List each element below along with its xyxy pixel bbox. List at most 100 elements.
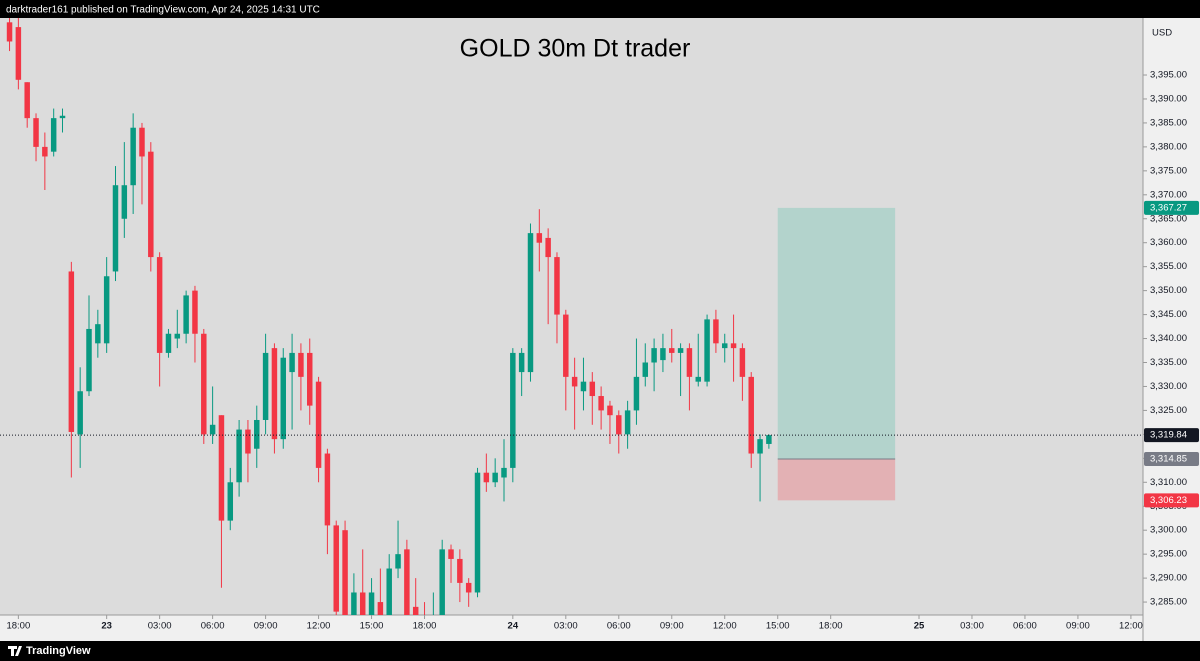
- y-tick-label: 3,285.00: [1150, 597, 1187, 608]
- x-tick-label: 18:00: [6, 621, 30, 632]
- candle-body: [368, 592, 375, 615]
- candle-body: [377, 602, 384, 615]
- candle-body: [359, 592, 366, 615]
- x-tick-label: 24: [508, 621, 519, 632]
- candle-body: [730, 343, 737, 349]
- y-tick-label: 3,375.00: [1150, 165, 1187, 176]
- candle-body: [165, 333, 172, 353]
- candle-body: [103, 276, 110, 344]
- header-bar: [0, 0, 1200, 18]
- candle-body: [412, 606, 419, 615]
- candle-body: [527, 233, 534, 373]
- candle-body: [766, 435, 772, 444]
- candle-body: [262, 352, 269, 420]
- x-tick-label: 03:00: [554, 621, 578, 632]
- candle-body: [686, 348, 693, 377]
- y-tick-label: 3,335.00: [1150, 357, 1187, 368]
- x-tick-label: 18:00: [413, 621, 437, 632]
- price-tag: [1144, 452, 1199, 467]
- y-tick-label: 3,350.00: [1150, 285, 1187, 296]
- x-tick-label: 12:00: [713, 621, 737, 632]
- candle-body: [510, 352, 516, 468]
- candle-body: [722, 343, 728, 349]
- candle-body: [589, 381, 596, 397]
- candle-body: [245, 429, 251, 454]
- y-tick-label: 3,355.00: [1150, 261, 1187, 272]
- candle-body: [156, 257, 163, 353]
- candle-body: [501, 467, 507, 478]
- candle-body: [536, 233, 543, 243]
- candle-body: [695, 376, 701, 382]
- candle-body: [395, 554, 401, 569]
- y-tick-label: 3,345.00: [1150, 309, 1187, 320]
- header: darktrader161 published on TradingView.c…: [6, 5, 320, 16]
- footer: TradingView: [26, 645, 91, 657]
- price-tag: [1144, 200, 1199, 215]
- price-tag-label: 3,319.84: [1150, 430, 1187, 441]
- x-tick-label: 23: [101, 621, 112, 632]
- candle-body: [483, 472, 490, 483]
- logo: [8, 646, 22, 656]
- price-tag-label: 3,367.27: [1150, 202, 1187, 213]
- y-tick-label: 3,365.00: [1150, 213, 1187, 224]
- loss-zone: [777, 459, 896, 501]
- candle-body: [677, 348, 684, 353]
- candle-body: [333, 525, 339, 612]
- candle-body: [651, 348, 657, 363]
- chart-title: GOLD 30m Dt trader: [460, 35, 691, 63]
- candle-body: [748, 376, 754, 454]
- candle-body: [227, 482, 234, 521]
- price-tag-label: 3,314.85: [1150, 454, 1187, 465]
- candle-body: [439, 549, 445, 615]
- y-tick-label: 3,310.00: [1150, 477, 1187, 488]
- candle-body: [121, 185, 128, 219]
- candle-body: [218, 415, 225, 521]
- candle-body: [112, 185, 119, 272]
- candle-body: [6, 22, 13, 42]
- candle-body: [201, 333, 207, 435]
- candle-body: [616, 415, 622, 435]
- candle-body: [465, 582, 472, 593]
- candle-body: [492, 472, 498, 483]
- x-tick-label: 03:00: [148, 621, 172, 632]
- candle-body: [86, 328, 92, 392]
- candle-body: [130, 127, 136, 186]
- y-tick-label: 3,290.00: [1150, 573, 1187, 584]
- candle-body: [757, 439, 763, 454]
- candle-body: [607, 405, 613, 416]
- candle-body: [324, 453, 331, 526]
- candle-body: [280, 357, 286, 440]
- x-tick-label: 06:00: [607, 621, 631, 632]
- candle-body: [315, 381, 322, 468]
- candle-body: [307, 352, 313, 406]
- y-tick-label: 3,370.00: [1150, 189, 1187, 200]
- plot-area: [0, 18, 1143, 615]
- candle-body: [660, 348, 666, 361]
- candle-body: [192, 290, 198, 334]
- candle-body: [148, 151, 154, 258]
- x-tick-label: 03:00: [960, 621, 984, 632]
- candle-body: [254, 419, 260, 449]
- y-tick-label: 3,390.00: [1150, 93, 1187, 104]
- candle-body: [209, 424, 216, 435]
- x-tick-label: 25: [914, 621, 925, 632]
- candle-body: [15, 27, 22, 80]
- candle-body: [404, 549, 410, 615]
- candle-body: [24, 82, 30, 119]
- candle-body: [139, 127, 145, 157]
- candle-body: [598, 396, 604, 411]
- candle-body: [95, 324, 101, 344]
- x-tick-label: 15:00: [360, 621, 384, 632]
- footer-bar: [0, 641, 1200, 661]
- candle-body: [739, 348, 746, 377]
- x-tick-label: 09:00: [1066, 621, 1090, 632]
- candle-body: [342, 530, 348, 615]
- y-tick-label: 3,395.00: [1150, 70, 1187, 81]
- y-tick-label: 3,300.00: [1150, 525, 1187, 536]
- currency: USD: [1152, 28, 1172, 39]
- candle-body: [50, 118, 57, 152]
- candle-body: [713, 319, 719, 344]
- candle-body: [580, 381, 587, 392]
- x-tick-label: 15:00: [766, 621, 790, 632]
